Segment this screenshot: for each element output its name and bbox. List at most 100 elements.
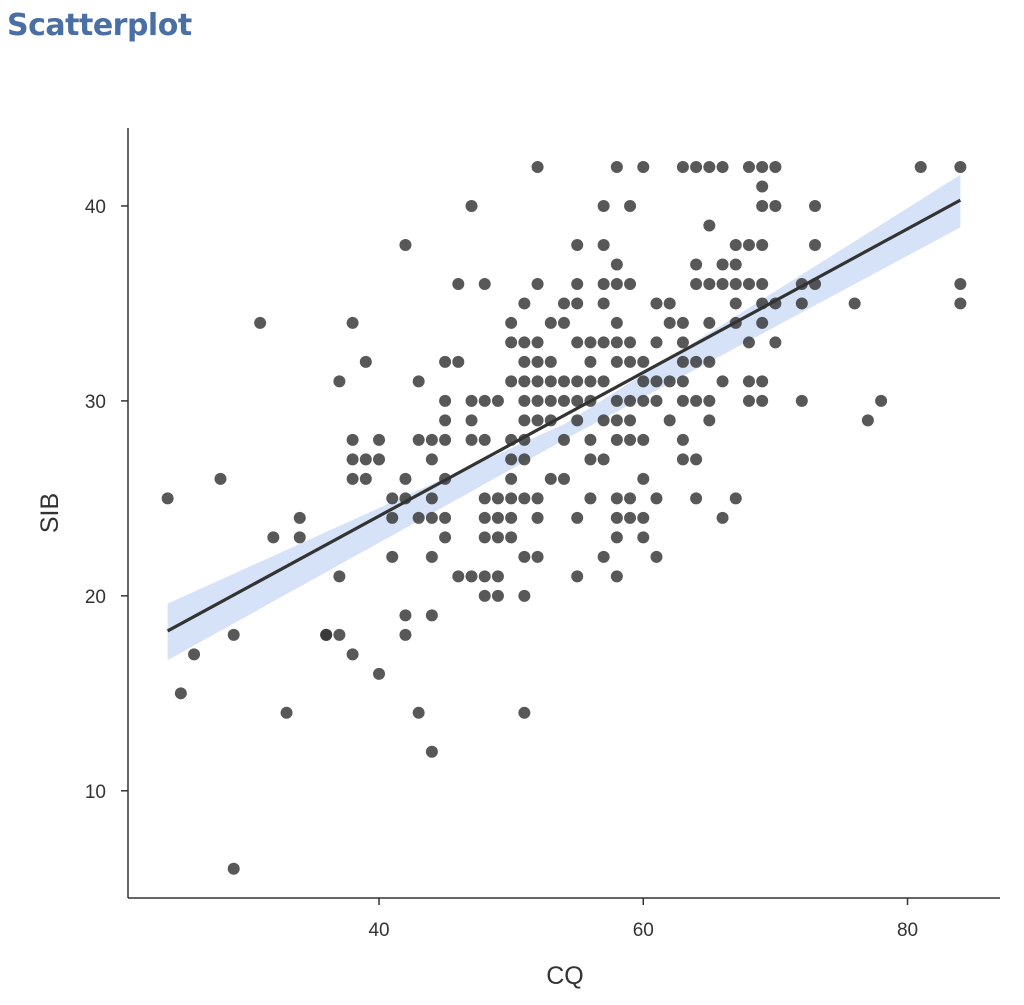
data-point bbox=[584, 336, 597, 349]
data-point bbox=[676, 355, 689, 368]
data-point bbox=[597, 277, 610, 290]
data-point bbox=[518, 336, 531, 349]
data-point bbox=[465, 433, 478, 446]
data-point bbox=[214, 472, 227, 485]
data-point bbox=[584, 492, 597, 505]
data-point bbox=[597, 453, 610, 466]
data-point bbox=[637, 160, 650, 173]
data-point bbox=[809, 238, 822, 251]
data-point bbox=[386, 550, 399, 563]
data-point bbox=[505, 375, 518, 388]
data-point bbox=[558, 316, 570, 329]
data-point bbox=[359, 453, 372, 466]
data-point bbox=[465, 199, 478, 212]
data-point bbox=[491, 394, 504, 407]
data-point bbox=[795, 394, 808, 407]
data-point bbox=[531, 355, 544, 368]
data-point bbox=[610, 511, 623, 524]
data-point bbox=[650, 550, 663, 563]
data-point bbox=[505, 511, 518, 524]
data-point bbox=[333, 570, 346, 583]
data-point bbox=[663, 414, 676, 427]
data-point bbox=[439, 511, 452, 524]
y-axis-label: SIB bbox=[36, 493, 64, 533]
data-point bbox=[875, 394, 888, 407]
data-point bbox=[676, 160, 689, 173]
data-point bbox=[518, 375, 531, 388]
data-point bbox=[491, 511, 504, 524]
data-point bbox=[756, 394, 769, 407]
data-point bbox=[373, 433, 386, 446]
data-point bbox=[571, 277, 584, 290]
data-point bbox=[637, 531, 650, 544]
data-point bbox=[544, 375, 557, 388]
data-point bbox=[914, 160, 927, 173]
data-point bbox=[769, 199, 782, 212]
data-point bbox=[452, 277, 465, 290]
data-point bbox=[703, 277, 716, 290]
data-point bbox=[703, 160, 716, 173]
data-point bbox=[716, 160, 729, 173]
data-point bbox=[610, 394, 623, 407]
data-point bbox=[703, 394, 716, 407]
y-tick-label: 30 bbox=[85, 392, 106, 413]
data-point bbox=[809, 199, 822, 212]
x-tick-label: 60 bbox=[633, 920, 654, 941]
data-point bbox=[531, 336, 544, 349]
data-point bbox=[505, 453, 518, 466]
data-point bbox=[439, 531, 452, 544]
data-point bbox=[452, 570, 465, 583]
data-point bbox=[571, 238, 584, 251]
x-axis-label: CQ bbox=[546, 962, 584, 990]
data-point bbox=[320, 628, 333, 641]
data-point bbox=[491, 531, 504, 544]
data-point bbox=[544, 316, 557, 329]
data-point bbox=[756, 277, 769, 290]
data-point bbox=[505, 316, 518, 329]
data-point bbox=[610, 531, 623, 544]
data-point bbox=[399, 472, 412, 485]
data-point bbox=[610, 492, 623, 505]
data-point bbox=[346, 472, 359, 485]
data-point bbox=[465, 570, 478, 583]
data-point bbox=[756, 375, 769, 388]
page-title: Scatterplot bbox=[7, 8, 192, 43]
data-point bbox=[690, 160, 703, 173]
data-point bbox=[742, 394, 755, 407]
data-point bbox=[412, 375, 425, 388]
data-point bbox=[742, 238, 755, 251]
data-point bbox=[742, 277, 755, 290]
data-point bbox=[690, 453, 703, 466]
data-point bbox=[373, 667, 386, 680]
data-point bbox=[465, 414, 478, 427]
data-point bbox=[597, 414, 610, 427]
data-point bbox=[597, 297, 610, 310]
data-point bbox=[624, 199, 637, 212]
data-point bbox=[954, 277, 967, 290]
data-point bbox=[676, 433, 689, 446]
data-point bbox=[399, 628, 412, 641]
data-point bbox=[518, 453, 531, 466]
data-point bbox=[478, 511, 491, 524]
data-point bbox=[373, 453, 386, 466]
data-point bbox=[254, 316, 267, 329]
data-point bbox=[624, 336, 637, 349]
data-point bbox=[742, 375, 755, 388]
data-point bbox=[571, 414, 584, 427]
data-point bbox=[505, 472, 518, 485]
data-point bbox=[729, 297, 742, 310]
data-point bbox=[531, 375, 544, 388]
data-point bbox=[676, 394, 689, 407]
data-point bbox=[650, 394, 663, 407]
data-point bbox=[637, 375, 650, 388]
data-point bbox=[439, 394, 452, 407]
data-point bbox=[637, 511, 650, 524]
data-point bbox=[676, 375, 689, 388]
data-point bbox=[597, 199, 610, 212]
trend-line-layer bbox=[166, 198, 962, 633]
data-point bbox=[729, 277, 742, 290]
data-point bbox=[505, 531, 518, 544]
data-point bbox=[227, 628, 240, 641]
data-point bbox=[716, 375, 729, 388]
data-point bbox=[399, 609, 412, 622]
